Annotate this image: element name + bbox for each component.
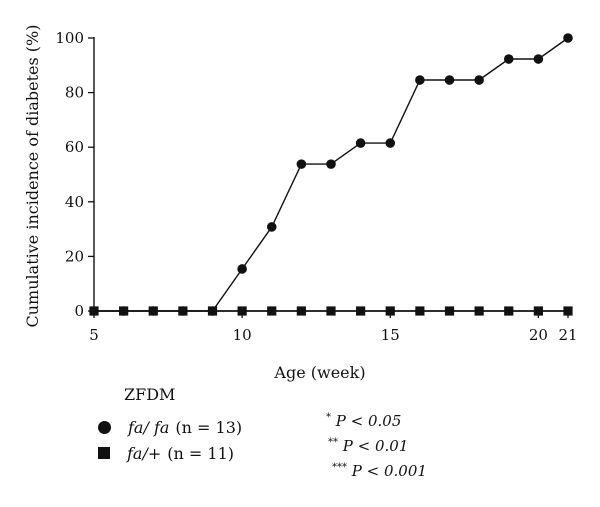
data-point-square (504, 306, 514, 316)
y-tick-label: 0 (74, 302, 84, 320)
y-tick-label: 100 (55, 29, 84, 47)
data-point-square (356, 306, 366, 316)
data-point-square (474, 306, 484, 316)
y-tick-label: 40 (65, 193, 84, 211)
significance-stars: * (326, 412, 331, 423)
data-point-circle (385, 138, 396, 148)
significance-text: P < 0.001 (351, 462, 427, 480)
axes: 0 20 40 60 80 100 5 10 15 20 21 (55, 29, 577, 344)
x-axis-label: Age (week) (273, 363, 365, 382)
legend-item-fa-plus: fa/+ (n = 11) (96, 442, 234, 464)
data-point-square (178, 306, 188, 316)
data-point-square (563, 306, 573, 316)
data-point-circle (533, 54, 544, 64)
data-point-circle (237, 264, 247, 274)
series-line-1 (94, 37, 569, 312)
y-axis-label: Cumulative incidence of diabetes (%) (23, 25, 42, 328)
data-point-square (119, 306, 129, 316)
significance-stars: *** (332, 462, 347, 473)
significance-line: ** P < 0.01 (328, 437, 408, 455)
significance-line: * P < 0.05 (326, 412, 401, 430)
data-point-circle (415, 75, 425, 85)
data-point-circle (503, 54, 514, 64)
significance-line: *** P < 0.001 (332, 462, 427, 480)
data-point-square (89, 306, 99, 316)
legend: ZFDM fa/ fa (n = 13) fa/+ (n = 11) (96, 385, 316, 475)
legend-genotype-fa-fa: fa/ fa (128, 417, 170, 437)
data-point-square (415, 306, 425, 316)
cumulative-incidence-chart: 0 20 40 60 80 100 5 10 15 20 21 Age (week) Cumulat… (23, 25, 578, 382)
data-point-circle (444, 75, 455, 85)
y-tick-label: 20 (65, 247, 84, 265)
series-lines (94, 37, 569, 312)
legend-item-fa-fa: fa/ fa (n = 13) (96, 416, 242, 438)
data-point-square (267, 306, 277, 316)
circle-marker-icon (98, 420, 111, 434)
legend-count-fa-plus: (n = 11) (167, 443, 234, 463)
legend-count-fa-fa: (n = 13) (175, 417, 243, 437)
data-point-square (207, 306, 218, 316)
data-point-square (148, 306, 158, 316)
x-tick-label: 20 (529, 326, 548, 344)
data-point-square (237, 306, 247, 316)
x-tick-label: 21 (558, 326, 577, 344)
data-point-square (326, 306, 336, 316)
data-point-square (533, 306, 543, 316)
square-marker-icon (98, 447, 110, 459)
data-point-circle (355, 138, 366, 148)
significance-text: P < 0.05 (335, 412, 402, 430)
data-point-circle (474, 75, 484, 85)
data-point-square (296, 306, 306, 316)
series-markers (89, 33, 573, 316)
data-point-circle (563, 33, 573, 43)
x-tick-label: 15 (381, 326, 400, 344)
legend-title: ZFDM (124, 385, 176, 404)
legend-genotype-fa-plus: fa/+ (127, 443, 162, 463)
y-tick-label: 80 (65, 84, 84, 102)
data-point-circle (266, 222, 277, 232)
significance-text: P < 0.01 (342, 437, 409, 455)
x-tick-label: 10 (233, 326, 252, 344)
data-point-circle (296, 159, 307, 169)
data-point-circle (326, 159, 336, 169)
data-point-square (444, 306, 455, 316)
data-point-square (385, 306, 395, 316)
significance-notes: * P < 0.05 ** P < 0.01 *** P < 0.001 (326, 412, 506, 492)
x-tick-label: 5 (89, 326, 99, 344)
significance-stars: ** (328, 437, 338, 448)
y-tick-label: 60 (65, 138, 84, 156)
